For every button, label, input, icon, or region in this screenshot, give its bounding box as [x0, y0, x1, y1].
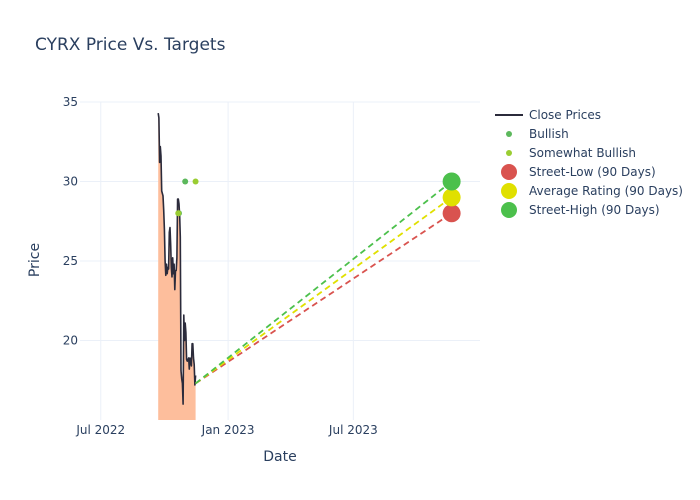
target-line	[195, 212, 453, 385]
rating-point	[182, 178, 189, 185]
close-price-line	[157, 112, 197, 405]
y-tick-label: 30	[63, 175, 78, 189]
y-tick-label: 35	[63, 95, 78, 109]
legend-swatch	[506, 150, 512, 156]
rating-points	[175, 178, 199, 217]
legend-item[interactable]: Bullish	[506, 127, 569, 141]
close-price-line-layer	[157, 112, 197, 405]
y-tick-label: 20	[63, 334, 78, 348]
legend-item[interactable]: Average Rating (90 Days)	[501, 183, 683, 199]
target-marker	[442, 188, 461, 207]
legend-swatch	[501, 164, 517, 180]
y-axis-ticks: 20 25 30 35	[63, 95, 78, 348]
legend-item[interactable]: Street-High (90 Days)	[501, 202, 660, 218]
legend-swatch	[501, 183, 517, 199]
legend-swatch	[501, 202, 517, 218]
y-tick-label: 25	[63, 254, 78, 268]
target-lines	[195, 172, 461, 385]
x-axis-ticks: Jul 2022 Jan 2023 Jul 2023	[75, 423, 377, 437]
rating-point	[175, 210, 182, 217]
legend-label: Somewhat Bullish	[529, 146, 636, 160]
legend-label: Close Prices	[529, 108, 601, 122]
target-line	[195, 196, 453, 385]
chart-title: CYRX Price Vs. Targets	[35, 35, 226, 55]
legend-label: Street-Low (90 Days)	[529, 165, 656, 179]
rating-point	[192, 178, 199, 185]
x-tick-label: Jan 2023	[201, 423, 255, 437]
x-axis-title: Date	[263, 449, 296, 465]
legend-item[interactable]: Close Prices	[495, 108, 601, 122]
grid	[80, 101, 480, 420]
legend-label: Average Rating (90 Days)	[529, 184, 683, 198]
y-axis-title: Price	[27, 243, 43, 277]
x-tick-label: Jul 2023	[328, 423, 378, 437]
target-marker	[442, 172, 461, 191]
x-tick-label: Jul 2022	[75, 423, 125, 437]
legend-item[interactable]: Somewhat Bullish	[506, 146, 636, 160]
legend-swatch	[506, 131, 512, 137]
legend-item[interactable]: Street-Low (90 Days)	[501, 164, 656, 180]
legend-label: Street-High (90 Days)	[529, 203, 660, 217]
target-marker	[442, 204, 461, 223]
legend-label: Bullish	[529, 127, 569, 141]
legend[interactable]: Close Prices Bullish Somewhat Bullish Stree…	[495, 108, 683, 218]
target-line	[195, 180, 453, 385]
